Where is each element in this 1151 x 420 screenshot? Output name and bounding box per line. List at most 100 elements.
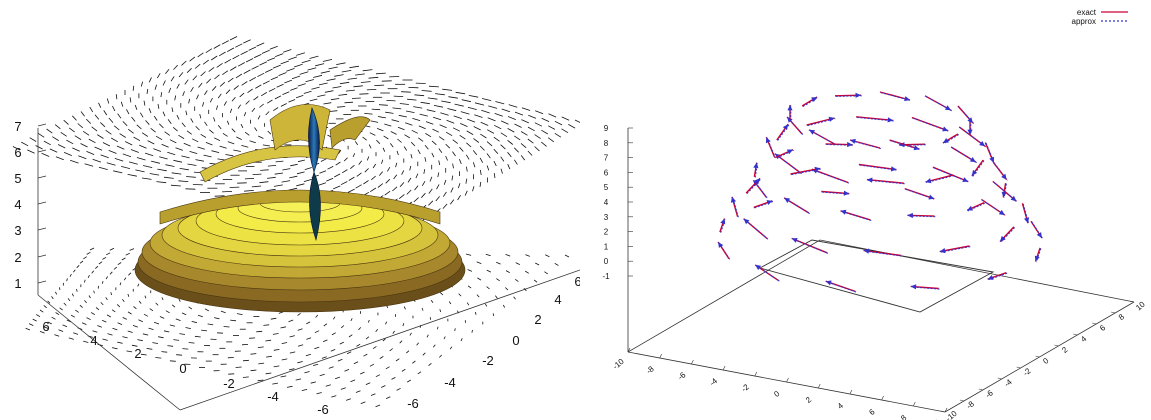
vector-arrow — [105, 129, 112, 135]
vector-arrow — [433, 105, 444, 108]
vector-arrow — [256, 330, 263, 333]
vector-arrow — [169, 139, 177, 144]
vector-arrow — [320, 158, 327, 162]
vector-arrow — [384, 123, 392, 127]
vector-arrow — [341, 169, 348, 174]
vector-arrow — [360, 81, 371, 83]
vector-arrow — [213, 117, 216, 122]
vector-arrow — [141, 177, 152, 180]
vector-arrow — [507, 139, 514, 145]
vector-arrow — [181, 312, 187, 316]
vector-arrow — [281, 342, 288, 344]
z-tick-label: 6 — [14, 145, 21, 160]
vector-arrow — [251, 107, 256, 113]
vector-arrow — [221, 40, 229, 45]
vector-arrow — [66, 278, 68, 282]
vector-arrow — [306, 321, 311, 325]
vector-arrow — [399, 182, 405, 187]
vector-arrow — [267, 165, 277, 167]
legend-label: approx — [1072, 17, 1096, 26]
vector-arrow — [96, 134, 104, 139]
vector-arrow — [393, 95, 404, 97]
vector-arrow — [484, 303, 488, 307]
x-tick-label: -10 — [611, 357, 626, 372]
vector-arrow — [293, 63, 303, 68]
vector-arrow — [60, 131, 67, 137]
x-tick — [691, 359, 694, 365]
vector-arrow — [314, 346, 320, 350]
vector-arrow — [143, 313, 149, 317]
vector-arrow — [467, 269, 473, 272]
vector-arrow — [92, 330, 98, 333]
arrow-head — [863, 248, 870, 254]
vector-arrow — [339, 81, 350, 85]
vector-arrow — [176, 83, 180, 89]
vector-arrow — [379, 356, 384, 359]
surface-rim — [159, 189, 441, 225]
vector-arrow — [39, 331, 45, 334]
vector-arrow — [149, 173, 160, 176]
approx-arrow — [812, 169, 850, 184]
vector-arrow — [335, 161, 341, 166]
y-tick — [1092, 322, 1097, 325]
approx-arrow — [864, 250, 902, 257]
vector-arrow — [455, 91, 466, 95]
arrow-head — [828, 116, 835, 122]
vector-arrow — [71, 293, 74, 297]
x-tick — [627, 347, 631, 353]
vector-arrow — [43, 305, 47, 309]
vector-arrow — [157, 103, 160, 109]
vector-arrow — [486, 286, 490, 290]
vector-arrow — [227, 77, 234, 83]
vector-arrow — [500, 120, 509, 125]
vector-arrow — [303, 90, 312, 94]
z-tick-label: 6 — [604, 168, 609, 177]
vector-arrow — [87, 275, 90, 278]
y-tick-label: 8 — [1117, 312, 1127, 322]
vector-arrow — [295, 378, 302, 381]
vector-arrow — [273, 349, 280, 351]
vector-arrow — [137, 339, 143, 342]
vector-arrow — [281, 358, 288, 361]
vector-arrow — [350, 379, 356, 383]
vector-arrow — [108, 150, 117, 154]
z-tick-label: 2 — [604, 228, 609, 237]
vector-arrow — [80, 111, 85, 117]
vector-arrow — [244, 131, 250, 136]
vector-arrow — [371, 108, 381, 111]
arrow-head — [843, 190, 850, 196]
vector-arrow — [345, 89, 355, 92]
vector-arrow — [148, 327, 154, 330]
vector-arrow — [128, 161, 138, 165]
vector-arrow — [233, 149, 241, 152]
vector-arrow — [324, 90, 334, 93]
vector-arrow — [457, 183, 461, 189]
vector-arrow — [100, 122, 106, 128]
vector-arrow — [227, 141, 235, 145]
vector-arrow — [106, 252, 111, 256]
vector-arrow — [170, 184, 181, 187]
vector-arrow — [117, 113, 122, 119]
vector-arrow — [52, 136, 59, 141]
vector-arrow — [282, 49, 292, 53]
vector-arrow — [63, 152, 72, 156]
vector-arrow — [545, 254, 550, 258]
vector-arrow — [140, 353, 147, 356]
vector-arrow — [280, 326, 286, 329]
vector-arrow — [464, 190, 468, 196]
vector-arrow — [220, 310, 226, 314]
vector-arrow — [348, 334, 353, 338]
vector-arrow — [520, 131, 528, 136]
vector-arrow — [194, 63, 201, 69]
vector-arrow — [267, 57, 276, 62]
vector-arrow — [405, 122, 413, 126]
vector-arrow — [425, 133, 432, 138]
vector-arrow — [487, 129, 495, 134]
vector-arrow — [274, 172, 284, 175]
vector-arrow — [568, 124, 576, 129]
vector-arrow — [347, 188, 355, 193]
x-tick-label: -2 — [740, 382, 752, 394]
vector-arrow — [79, 260, 84, 264]
vector-arrow — [389, 348, 393, 352]
arrow-head — [847, 141, 853, 148]
